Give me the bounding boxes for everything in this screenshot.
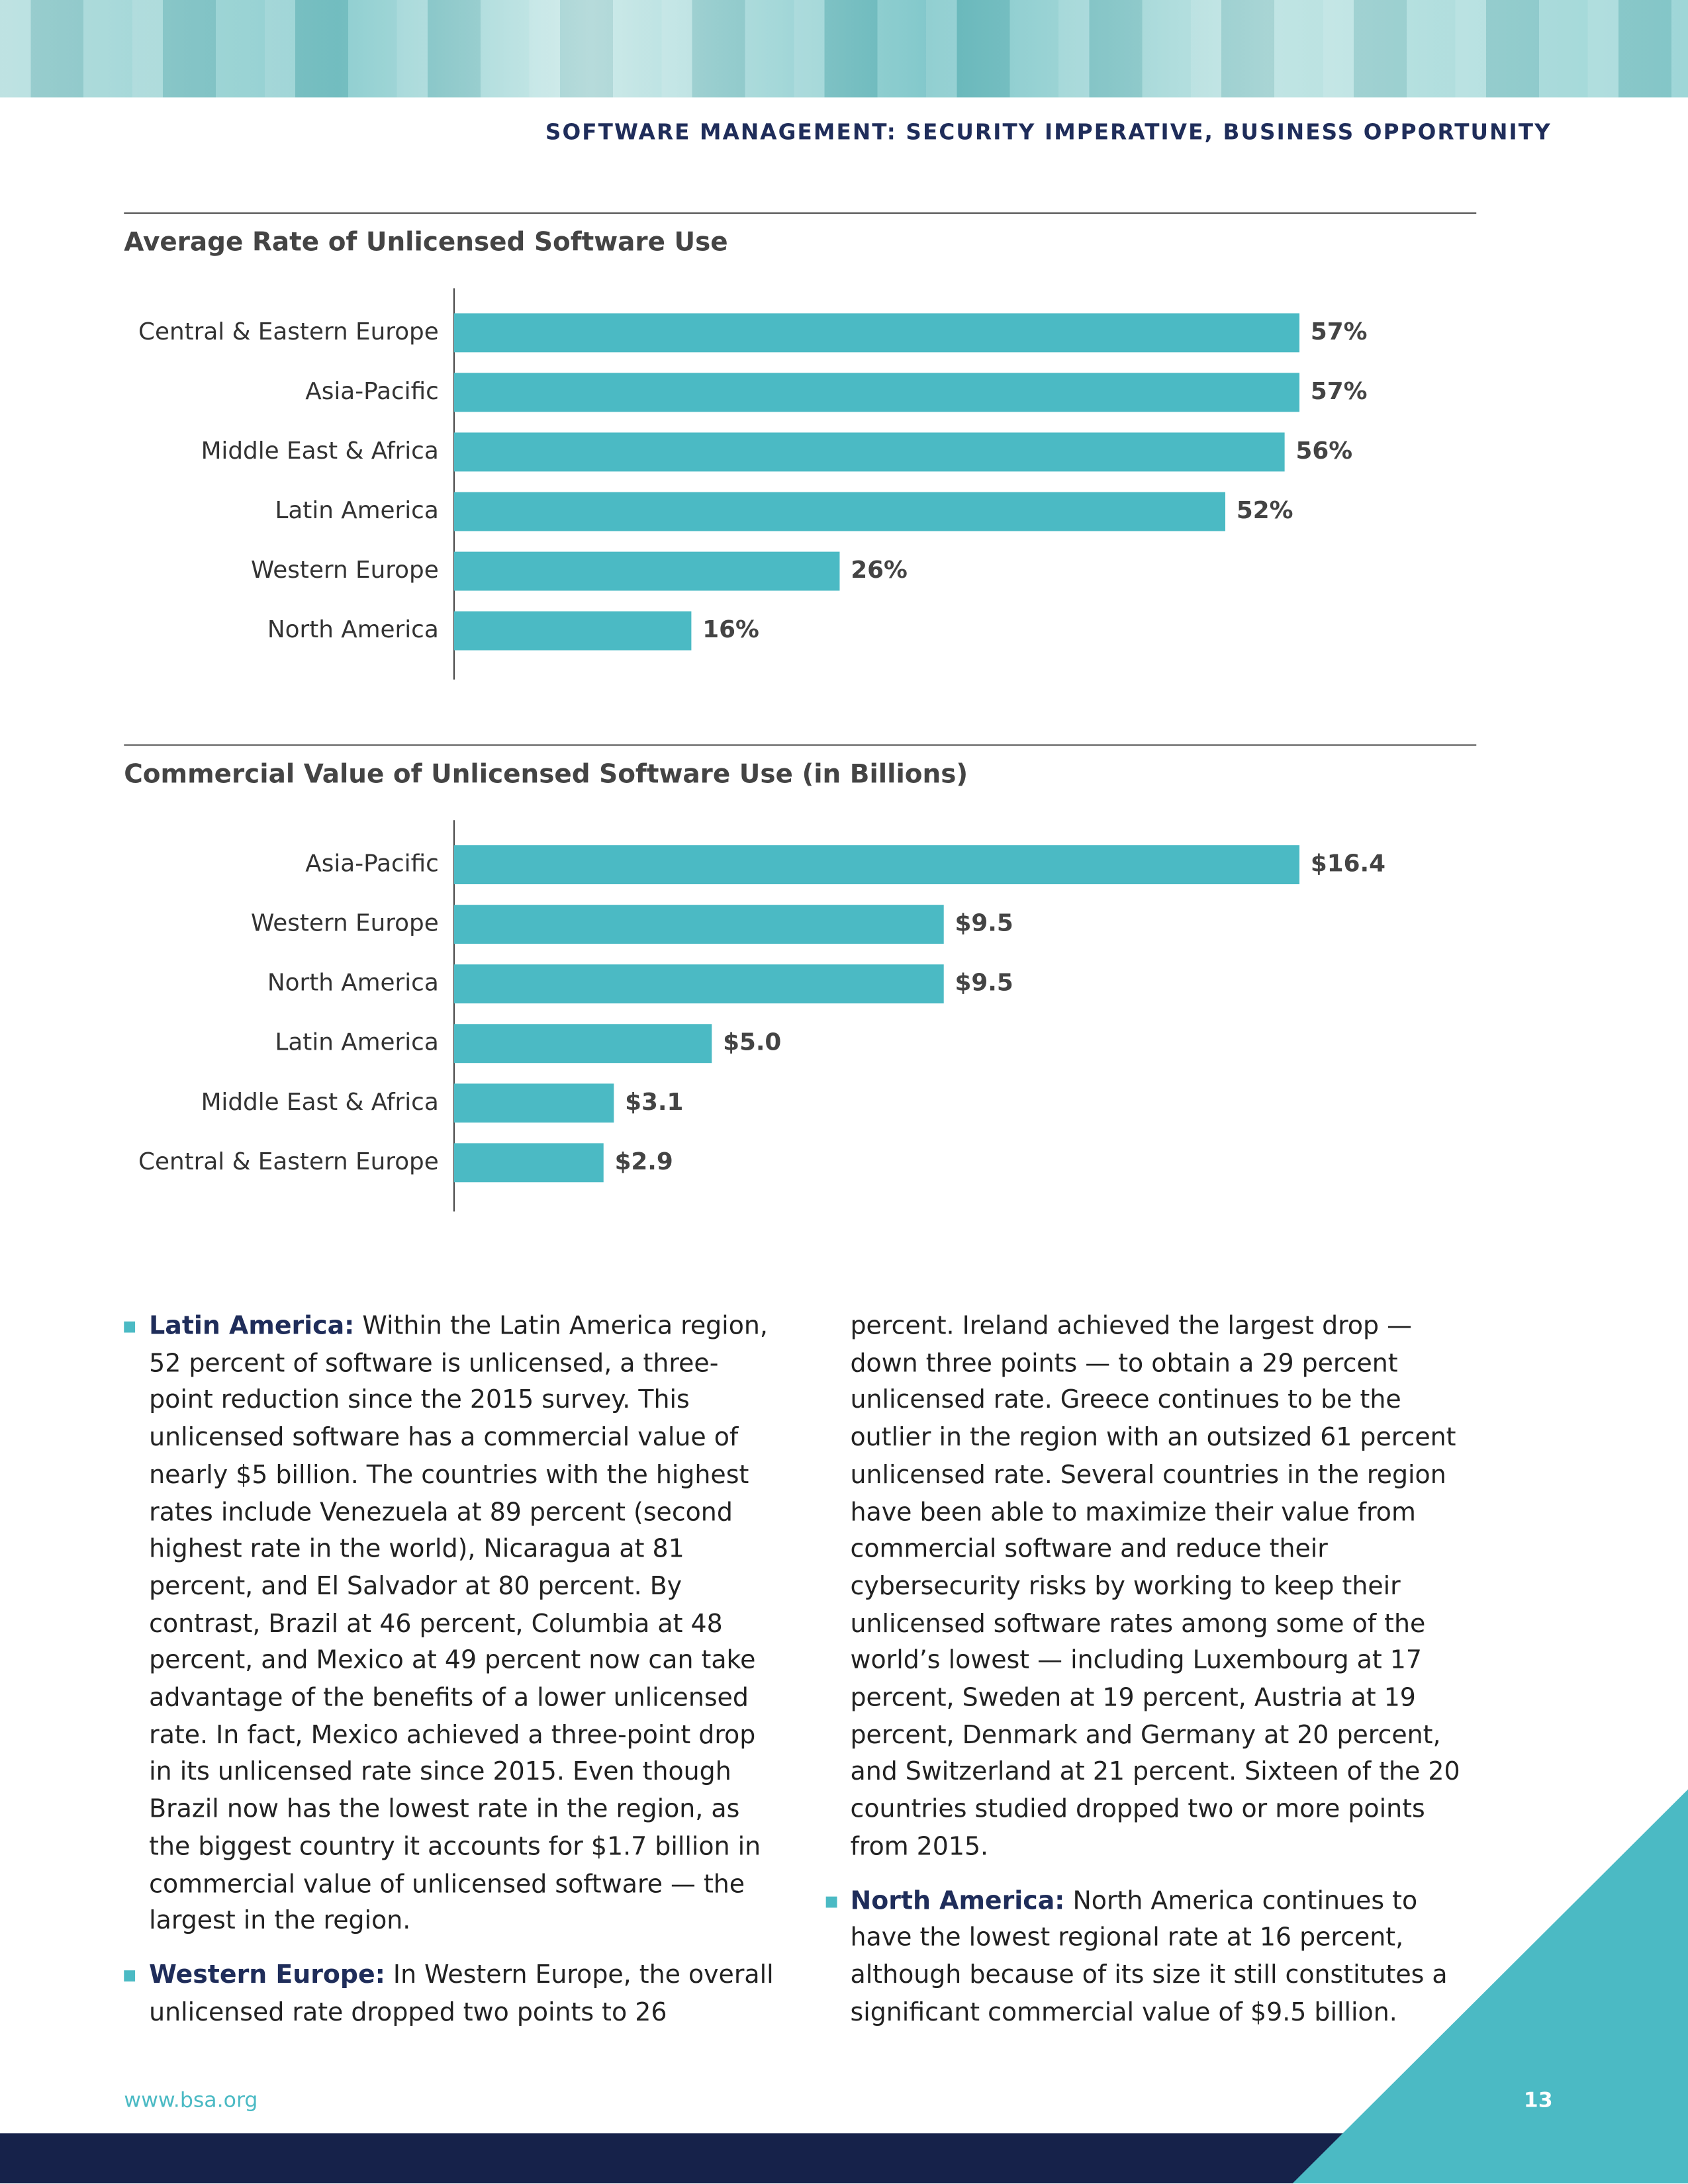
bar — [453, 492, 1226, 531]
bar — [453, 313, 1300, 353]
bar — [453, 1143, 604, 1183]
chart-title: Average Rate of Unlicensed Software Use — [124, 228, 727, 257]
header-band-texture — [0, 0, 1688, 98]
value-label: 57% — [1311, 318, 1368, 345]
value-label: $9.5 — [955, 970, 1013, 997]
bullet-lead: Western Europe: — [149, 1960, 385, 1990]
bullet-paragraph: Latin America: Within the Latin America … — [124, 1309, 775, 1941]
chart: Average Rate of Unlicensed Software Use C… — [124, 212, 1477, 680]
category-label: Asia-Pacific — [305, 850, 438, 878]
bar — [453, 611, 692, 651]
bullet-text: In Western Europe, the overall unlicense… — [149, 1311, 1460, 2027]
bar — [453, 551, 840, 591]
bullet-text: North America continues to have the lowe… — [850, 1886, 1448, 2027]
value-label: $9.5 — [955, 910, 1013, 937]
value-label: $5.0 — [723, 1029, 781, 1056]
value-label: 52% — [1237, 497, 1293, 524]
bullet-lead: Latin America: — [149, 1311, 355, 1342]
running-header: SOFTWARE MANAGEMENT: SECURITY IMPERATIVE… — [545, 119, 1552, 145]
category-label: Western Europe — [251, 557, 439, 584]
chart: Commercial Value of Unlicensed Software … — [124, 744, 1477, 1212]
page-number: 13 — [1523, 2087, 1553, 2113]
bar — [453, 905, 944, 944]
value-label: 16% — [702, 616, 759, 643]
header-band — [0, 0, 1688, 98]
category-label: Middle East & Africa — [201, 1089, 439, 1116]
bullet-paragraph: North America: North America continues t… — [825, 1884, 1477, 2032]
bullet-text: Within the Latin America region, 52 perc… — [149, 1311, 768, 1936]
category-label: Middle East & Africa — [201, 437, 439, 465]
bar — [453, 845, 1300, 885]
value-label: $16.4 — [1311, 850, 1385, 878]
footer-graphics — [0, 1789, 1688, 2184]
value-label: 26% — [851, 557, 908, 584]
category-label: Latin America — [275, 1029, 438, 1056]
bullet-lead: North America: — [850, 1886, 1065, 1916]
category-label: Central & Eastern Europe — [138, 318, 439, 345]
footer-url: www.bsa.org — [124, 2087, 258, 2113]
bar — [453, 1024, 712, 1064]
value-label: 57% — [1311, 378, 1368, 405]
category-label: Western Europe — [251, 910, 439, 937]
bar — [453, 373, 1300, 412]
category-label: Asia-Pacific — [305, 378, 438, 405]
value-label: $3.1 — [625, 1089, 683, 1116]
value-label: 56% — [1295, 437, 1352, 465]
category-label: Central & Eastern Europe — [138, 1148, 439, 1175]
category-label: North America — [267, 616, 439, 643]
bullet-paragraph: Western Europe: In Western Europe, the o… — [124, 1309, 1476, 2047]
value-label: $2.9 — [615, 1148, 673, 1175]
category-label: North America — [267, 970, 439, 997]
bar — [453, 964, 944, 1004]
category-label: Latin America — [275, 497, 438, 524]
chart-title: Commercial Value of Unlicensed Software … — [124, 759, 968, 789]
bar — [453, 432, 1285, 472]
body-text: Latin America: Within the Latin America … — [124, 1309, 1476, 2047]
bar — [453, 1083, 614, 1123]
